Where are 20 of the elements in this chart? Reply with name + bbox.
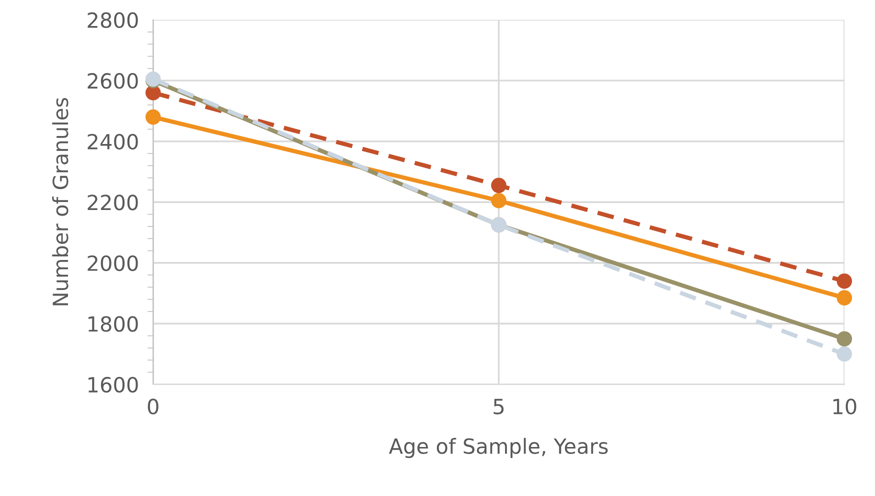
y-tick-label: 2400 (88, 134, 138, 150)
point (836, 346, 852, 362)
x-tick-label: 0 (148, 398, 158, 414)
point (145, 85, 161, 100)
y-tick-label: 2800 (88, 12, 138, 28)
point (145, 109, 161, 125)
y-tick-label: 1600 (88, 376, 138, 393)
y-tick-label: 2200 (88, 194, 138, 210)
y-tick-label: 1800 (88, 316, 138, 332)
point (491, 178, 506, 194)
point (836, 273, 852, 289)
point (836, 290, 852, 306)
point (836, 331, 852, 346)
y-axis-title: Number of Granules (52, 98, 68, 306)
point (491, 192, 506, 208)
x-tick-label: 10 (833, 398, 856, 414)
x-tick-label: 5 (494, 398, 504, 414)
y-tick-label: 2600 (88, 73, 138, 89)
y-tick-label: 2000 (88, 255, 138, 272)
x-axis-title: Age of Sample, Years (388, 438, 608, 458)
